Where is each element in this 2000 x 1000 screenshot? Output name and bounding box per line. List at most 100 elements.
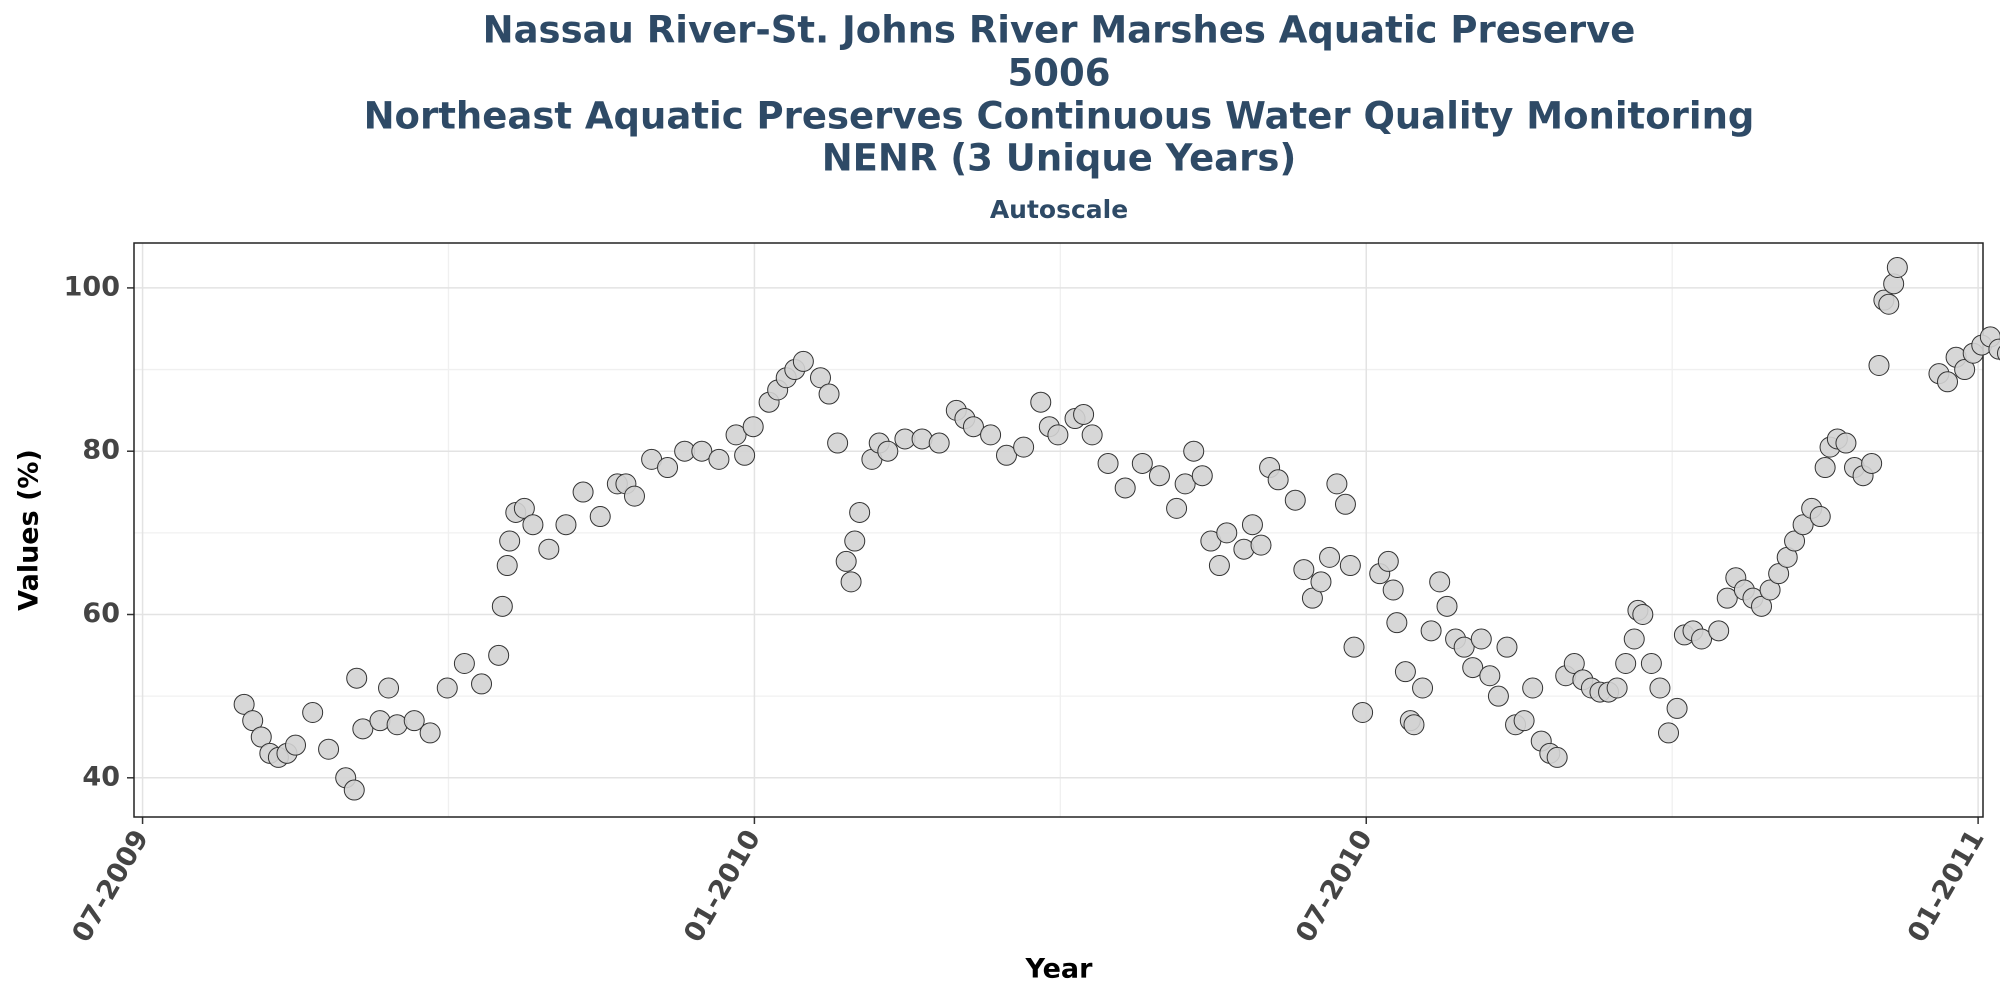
point: [1131, 452, 1153, 474]
point: [1496, 636, 1518, 658]
point: [1386, 612, 1408, 634]
point: [1250, 534, 1272, 556]
point: [1352, 701, 1374, 723]
point: [1183, 440, 1205, 462]
point: [725, 424, 747, 446]
point: [792, 350, 814, 372]
point: [352, 718, 374, 740]
point: [827, 432, 849, 454]
point: [1751, 595, 1773, 617]
point: [849, 501, 871, 523]
point: [1886, 256, 1908, 278]
point: [844, 530, 866, 552]
point: [1343, 636, 1365, 658]
point: [1310, 571, 1332, 593]
point: [657, 457, 679, 479]
point: [346, 667, 368, 689]
point: [1479, 665, 1501, 687]
point: [911, 428, 933, 450]
point: [1792, 514, 1814, 536]
point: [488, 644, 510, 666]
point: [1546, 746, 1568, 768]
chart-title: Nassau River-St. Johns River Marshes Aqu…: [483, 9, 1636, 52]
point: [1809, 506, 1831, 528]
point: [1759, 579, 1781, 601]
point: [1301, 587, 1323, 609]
point: [1013, 436, 1035, 458]
y-axis-title: Values (%): [14, 449, 45, 611]
point: [538, 538, 560, 560]
point: [708, 448, 730, 470]
point: [1784, 530, 1806, 552]
point: [1334, 493, 1356, 515]
point: [1462, 657, 1484, 679]
point: [1403, 714, 1425, 736]
point: [818, 383, 840, 405]
point: [419, 722, 441, 744]
y-tick-label: 60: [82, 598, 120, 629]
point: [471, 673, 493, 695]
point: [589, 506, 611, 528]
point: [962, 416, 984, 438]
point: [343, 779, 365, 801]
point: [1716, 587, 1738, 609]
point: [1233, 538, 1255, 560]
point: [1030, 391, 1052, 413]
point: [285, 734, 307, 756]
point: [369, 710, 391, 732]
point: [513, 497, 535, 519]
plot-border: [133, 242, 1984, 818]
point: [378, 677, 400, 699]
point: [302, 701, 324, 723]
point: [1513, 710, 1535, 732]
point: [1470, 628, 1492, 650]
point: [1666, 697, 1688, 719]
point: [1632, 604, 1654, 626]
point: [1284, 489, 1306, 511]
point: [386, 714, 408, 736]
point: [980, 424, 1002, 446]
point: [499, 530, 521, 552]
point: [835, 550, 857, 572]
point: [1208, 555, 1230, 577]
chart-title: NENR (3 Unique Years): [822, 137, 1297, 180]
point: [1640, 652, 1662, 674]
point: [403, 710, 425, 732]
chart-title: Northeast Aquatic Preserves Continuous W…: [364, 95, 1755, 138]
point: [1420, 620, 1442, 642]
point: [453, 652, 475, 674]
point: [1453, 636, 1475, 658]
point: [1996, 345, 2000, 361]
point: [1073, 403, 1095, 425]
point: [1708, 620, 1730, 642]
point: [436, 677, 458, 699]
point: [1267, 469, 1289, 491]
point: [1861, 452, 1883, 474]
point: [1649, 677, 1671, 699]
point: [1835, 432, 1857, 454]
point: [1382, 579, 1404, 601]
point: [691, 440, 713, 462]
point: [1691, 628, 1713, 650]
point: [1293, 559, 1315, 581]
chart-subtitle: Autoscale: [990, 195, 1128, 224]
y-tick-label: 40: [82, 761, 120, 792]
point: [1319, 546, 1341, 568]
point: [233, 693, 255, 715]
point: [555, 514, 577, 536]
point: [1606, 677, 1628, 699]
point: [742, 416, 764, 438]
y-tick-label: 80: [82, 435, 120, 466]
point: [877, 440, 899, 462]
point: [1166, 497, 1188, 519]
point: [734, 444, 756, 466]
point: [1216, 522, 1238, 544]
point: [1174, 473, 1196, 495]
point: [491, 595, 513, 617]
point: [250, 726, 272, 748]
point: [1339, 555, 1361, 577]
point: [995, 444, 1017, 466]
point: [1623, 628, 1645, 650]
